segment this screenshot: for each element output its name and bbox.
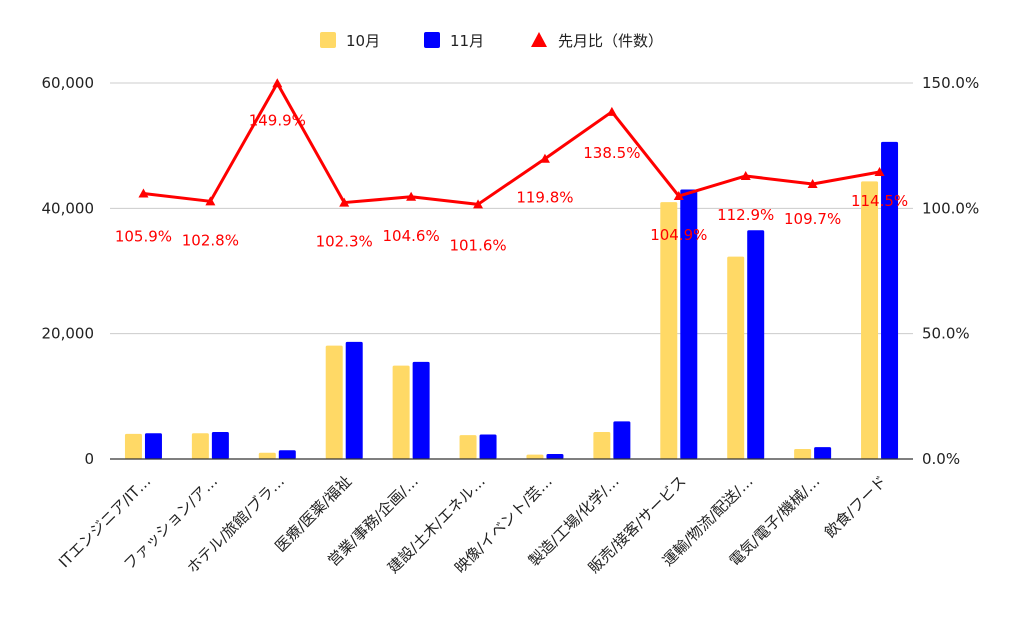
ratio-point [406, 191, 417, 201]
bar-nov [546, 453, 564, 459]
bar-oct [794, 448, 812, 459]
bar-oct [861, 181, 879, 460]
ratio-data-label: 104.9% [650, 226, 707, 244]
bar-oct [593, 432, 611, 459]
bar-nov [814, 447, 832, 459]
ratio-data-label: 119.8% [516, 189, 573, 207]
legend-triangle-icon [531, 32, 547, 47]
y-right-tick-label: 0.0% [922, 450, 960, 468]
bar-nov [278, 450, 296, 459]
ratio-data-label: 112.9% [717, 206, 774, 224]
bar-oct [459, 435, 477, 459]
ratio-data-label: 149.9% [249, 111, 306, 129]
bar-nov [345, 341, 363, 459]
ratio-line-group [138, 78, 885, 209]
y-right-tick-label: 50.0% [922, 325, 970, 343]
bar-oct [124, 433, 142, 459]
ratio-line [143, 81, 880, 206]
ratio-data-label: 102.8% [182, 231, 239, 249]
ratio-data-label: 138.5% [583, 144, 640, 162]
ratio-point [807, 179, 818, 189]
ratio-data-label: 102.3% [316, 233, 373, 251]
legend-label-nov: 11月 [450, 32, 484, 50]
bar-oct [660, 202, 678, 460]
gridlines [110, 82, 913, 335]
ratio-data-label: 101.6% [449, 236, 506, 254]
x-axis-categories: ITエンジニア/IT…ファッション/ア…ホテル/旅館/ブラ…医療/医薬/福祉営業… [55, 472, 890, 577]
bar-nov [211, 432, 229, 459]
bar-oct [191, 433, 209, 459]
ratio-data-label: 105.9% [115, 228, 172, 246]
y-left-tick-label: 60,000 [42, 74, 95, 92]
ratio-point [339, 197, 350, 207]
ratio-point [740, 170, 751, 180]
legend-swatch-oct [320, 32, 336, 48]
ratio-point [272, 78, 283, 88]
ratio-point [138, 188, 149, 198]
ratio-data-labels: 105.9% 102.8% 149.9% 102.3% 104.6% 101.6% 119.… [115, 111, 908, 254]
bar-oct [727, 256, 745, 459]
legend-swatch-nov [424, 32, 440, 48]
bar-series-group [124, 141, 899, 460]
bar-nov [881, 141, 899, 459]
bar-nov [479, 434, 497, 459]
y-left-tick-label: 40,000 [42, 199, 95, 217]
legend-label-oct: 10月 [346, 32, 380, 50]
y-left-tick-label: 20,000 [42, 325, 95, 343]
ratio-data-label: 109.7% [784, 210, 841, 228]
bar-oct [392, 365, 410, 459]
bar-nov [412, 361, 430, 459]
ratio-data-label: 104.6% [383, 227, 440, 245]
ratio-point [473, 199, 484, 209]
legend: 10月 11月 先月比（件数） [320, 32, 663, 50]
ratio-point [874, 166, 885, 176]
y-left-tick-label: 0 [84, 450, 94, 468]
bar-oct [258, 452, 276, 459]
ratio-data-label: 114.5% [851, 192, 908, 210]
category-label: 飲食/フード [821, 472, 890, 541]
ratio-point [606, 106, 617, 116]
y-right-tick-label: 150.0% [922, 74, 979, 92]
bar-nov [747, 230, 765, 459]
bar-nov [613, 421, 631, 459]
ratio-point [205, 196, 216, 206]
bar-nov [680, 189, 698, 460]
bar-oct [526, 454, 544, 459]
y-right-tick-label: 100.0% [922, 199, 979, 217]
y-axis-right: 0.0% 50.0% 100.0% 150.0% [922, 74, 979, 468]
ratio-point [539, 153, 550, 163]
ratio-point [673, 191, 684, 201]
bar-oct [325, 345, 343, 459]
bar-nov [144, 433, 162, 459]
legend-label-ratio: 先月比（件数） [558, 32, 663, 50]
y-axis-left: 0 20,000 40,000 60,000 [42, 74, 95, 468]
